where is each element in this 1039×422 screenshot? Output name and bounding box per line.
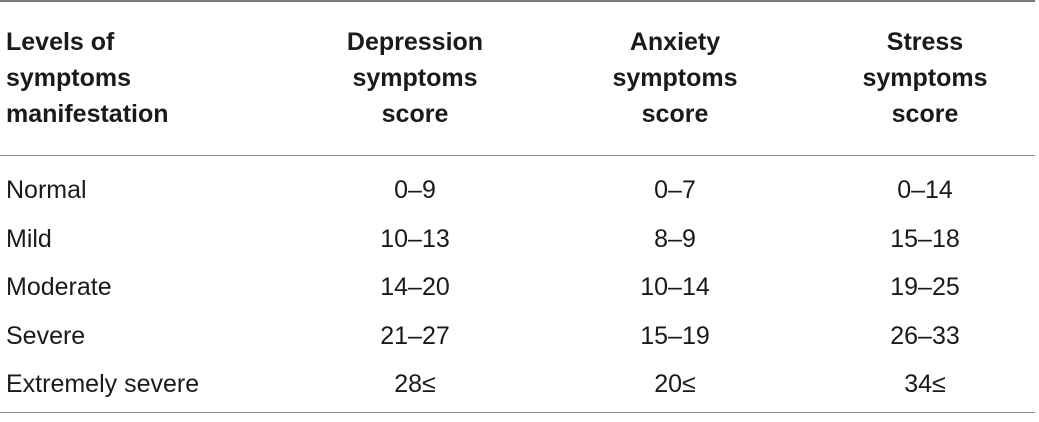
header-depression: Depression symptoms score: [346, 28, 484, 128]
table-row: Moderate 14–20 10–14 19–25: [0, 263, 1035, 312]
anxiety-cell: 20≤: [654, 370, 696, 398]
table-row: Mild 10–13 8–9 15–18: [0, 215, 1035, 264]
level-cell: Severe: [6, 321, 86, 350]
level-cell: Extremely severe: [6, 370, 200, 398]
header-anxiety: Anxiety symptoms score: [612, 28, 738, 128]
header-levels: Levels of symptoms manifestation: [6, 28, 169, 128]
stress-cell: 26–33: [890, 321, 960, 350]
stress-cell: 19–25: [890, 273, 960, 301]
depression-cell: 28≤: [394, 370, 436, 398]
table-row: Normal 0–9 0–7 0–14: [0, 166, 1035, 215]
level-cell: Mild: [6, 224, 52, 253]
anxiety-cell: 10–14: [640, 273, 710, 301]
table-bottom-rule: [0, 412, 1035, 413]
depression-cell: 0–9: [394, 176, 436, 204]
table-header-row: Levels of symptoms manifestation Depress…: [0, 24, 1035, 144]
table-row: Severe 21–27 15–19 26–33: [0, 312, 1035, 361]
level-cell: Normal: [6, 176, 87, 204]
table-body: Normal 0–9 0–7 0–14 Mild 10–13 8–9 15–18…: [0, 166, 1035, 409]
stress-cell: 15–18: [890, 224, 960, 253]
stress-cell: 34≤: [904, 370, 946, 398]
level-cell: Moderate: [6, 273, 112, 301]
depression-cell: 14–20: [380, 273, 450, 301]
table-top-rule: [0, 0, 1035, 2]
depression-cell: 21–27: [380, 321, 450, 350]
anxiety-cell: 15–19: [640, 321, 710, 350]
depression-cell: 10–13: [380, 224, 450, 253]
table-row: Extremely severe 28≤ 20≤ 34≤: [0, 360, 1035, 409]
header-stress: Stress symptoms score: [862, 28, 988, 128]
table-header-rule: [0, 155, 1035, 156]
anxiety-cell: 0–7: [654, 176, 696, 204]
anxiety-cell: 8–9: [654, 224, 696, 253]
stress-cell: 0–14: [897, 176, 953, 204]
